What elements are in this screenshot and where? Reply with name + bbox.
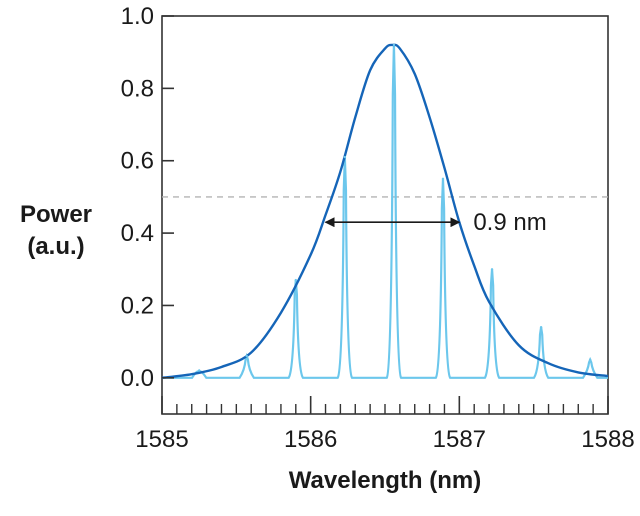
comb-peak-point <box>490 268 494 271</box>
x-tick-label: 1587 <box>433 426 486 453</box>
x-axis: 1585 1586 1587 1588 <box>135 396 635 453</box>
comb-peak-point <box>588 358 592 361</box>
comb-peak-markers <box>197 43 592 372</box>
y-axis-title-line2: (a.u.) <box>27 233 84 260</box>
comb-peak-point <box>539 325 543 329</box>
comb-peak-point <box>343 155 347 159</box>
y-tick-label: 0.6 <box>121 148 154 175</box>
comb-peak-point <box>245 354 248 358</box>
x-tick-label: 1588 <box>581 426 634 453</box>
envelope-series-line <box>161 43 609 380</box>
y-tick-label: 0.8 <box>121 75 154 102</box>
comb-peak-point <box>392 43 396 47</box>
y-tick-label: 0.0 <box>121 365 154 392</box>
y-axis-title-line1: Power <box>20 201 92 228</box>
comb-peak-point <box>441 177 445 181</box>
y-tick-label: 0.2 <box>121 292 154 319</box>
x-axis-title: Wavelength (nm) <box>289 467 481 494</box>
y-axis: 0.0 0.2 0.4 0.6 0.8 1.0 <box>121 3 174 392</box>
x-tick-label: 1585 <box>135 426 188 453</box>
x-tick-label: 1586 <box>284 426 337 453</box>
y-tick-label: 0.4 <box>121 220 154 247</box>
y-tick-label: 1.0 <box>121 3 154 30</box>
comb-peak-point <box>197 369 201 372</box>
fwhm-label: 0.9 nm <box>473 209 546 236</box>
comb-peak-point <box>294 278 297 282</box>
